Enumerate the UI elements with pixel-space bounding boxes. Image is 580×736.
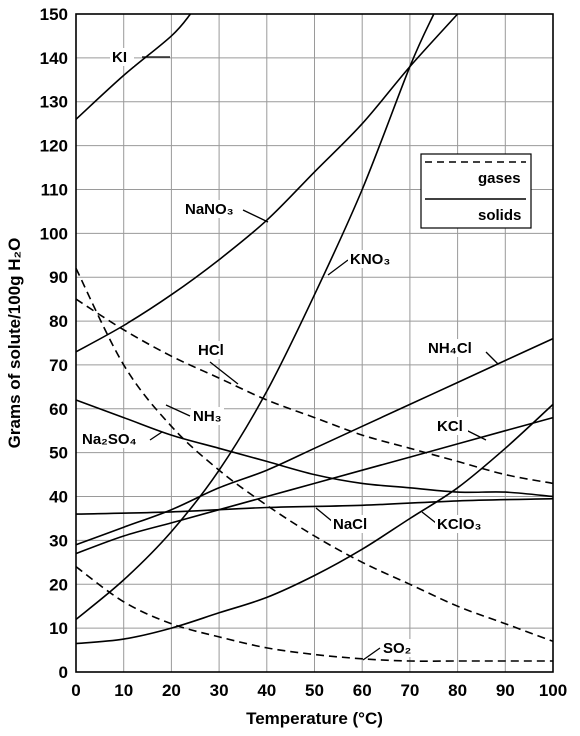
x-tick-label: 0 bbox=[71, 681, 80, 700]
series-line-kno bbox=[75, 13, 435, 621]
series-line-hcl bbox=[75, 298, 554, 485]
y-tick-label: 110 bbox=[41, 180, 68, 199]
label-backdrop-kcl bbox=[435, 417, 468, 435]
series-label-nhcl: NH₄Cl bbox=[428, 340, 472, 357]
label-backdrop-nano bbox=[183, 200, 234, 218]
series-line-so bbox=[75, 566, 553, 662]
legend-box bbox=[420, 153, 532, 229]
x-tick-label: 90 bbox=[496, 681, 515, 700]
series-label-so: SO₂ bbox=[383, 640, 411, 657]
tick-labels: 0 10 20 30 40 50 60 70 80 90 100 0 10 20 30 40 50 60 70 80 9… bbox=[40, 5, 568, 700]
label-backdrop-hcl bbox=[196, 341, 229, 359]
plot-frame bbox=[75, 13, 554, 673]
y-tick-label: 60 bbox=[49, 400, 68, 419]
y-tick-label: 20 bbox=[49, 575, 68, 594]
y-tick-label: 140 bbox=[40, 49, 68, 68]
x-tick-label: 40 bbox=[257, 681, 276, 700]
x-tick-label: 70 bbox=[400, 681, 419, 700]
x-tick-label: 80 bbox=[448, 681, 467, 700]
series-label-nano: NaNO₃ bbox=[185, 201, 234, 218]
legend-gases-label: gases bbox=[478, 170, 521, 187]
y-tick-label: 70 bbox=[49, 356, 68, 375]
label-backdrop-nh bbox=[191, 407, 224, 425]
label-backdrop-nacl bbox=[331, 515, 373, 533]
y-tick-label: 50 bbox=[49, 444, 68, 463]
y-tick-label: 30 bbox=[49, 531, 68, 550]
series-line-nacl bbox=[75, 497, 554, 515]
y-tick-label: 80 bbox=[49, 312, 68, 331]
x-tick-label: 10 bbox=[114, 681, 133, 700]
series-label-naso: Na₂SO₄ bbox=[82, 431, 137, 448]
series-line-nhcl bbox=[75, 337, 554, 546]
label-leader-nano bbox=[242, 209, 269, 223]
label-leader-hcl bbox=[209, 361, 239, 385]
label-backdrop-ki bbox=[110, 48, 134, 66]
y-tick-label: 40 bbox=[49, 488, 68, 507]
legend: gases solids bbox=[420, 153, 532, 229]
label-leader-nh bbox=[165, 404, 191, 417]
label-leader-kclo bbox=[421, 511, 437, 524]
series-label-nh: NH₃ bbox=[193, 408, 222, 425]
series-labels: KI NaNO₃ KNO₃ NH₄Cl KCl Na₂SO₄ NaCl KClO₃ HCl NH₃… bbox=[80, 48, 499, 661]
series-label-nacl: NaCl bbox=[333, 516, 367, 533]
label-leader-so bbox=[362, 647, 381, 661]
legend-solids-label: solids bbox=[478, 207, 521, 224]
y-tick-label: 0 bbox=[59, 663, 68, 682]
series-label-kclo: KClO₃ bbox=[437, 516, 482, 533]
label-leader-kno bbox=[327, 259, 349, 276]
series-line-naso bbox=[75, 399, 554, 498]
x-tick-label: 100 bbox=[539, 681, 567, 700]
label-backdrop-kno bbox=[348, 250, 390, 268]
x-tick-label: 20 bbox=[162, 681, 181, 700]
label-leader-naso bbox=[149, 431, 163, 441]
series-label-kno: KNO₃ bbox=[350, 251, 390, 268]
label-backdrop-kclo bbox=[435, 515, 486, 533]
y-tick-label: 10 bbox=[49, 619, 68, 638]
series-line-kclo bbox=[75, 403, 554, 645]
y-tick-label: 150 bbox=[40, 5, 68, 24]
x-tick-label: 60 bbox=[353, 681, 372, 700]
series-line-nh bbox=[75, 268, 554, 643]
label-leader-nhcl bbox=[485, 351, 499, 365]
y-tick-label: 130 bbox=[40, 93, 68, 112]
series-line-ki bbox=[75, 13, 192, 120]
label-backdrop-nhcl bbox=[426, 339, 477, 357]
y-tick-label: 90 bbox=[49, 268, 68, 287]
y-tick-label: 120 bbox=[40, 137, 68, 156]
y-tick-label: 100 bbox=[40, 224, 68, 243]
x-axis-title: Temperature (°C) bbox=[246, 709, 383, 728]
label-leader-nacl bbox=[315, 507, 334, 523]
series-line-nano bbox=[75, 13, 459, 353]
series-label-hcl: HCl bbox=[198, 342, 224, 359]
series-label-kcl: KCl bbox=[437, 418, 463, 435]
label-backdrop-naso bbox=[80, 430, 140, 448]
y-axis-title: Grams of solute/100g H₂O bbox=[5, 238, 24, 449]
series-line-kcl bbox=[75, 416, 554, 555]
label-backdrop-so bbox=[381, 639, 414, 657]
series-label-ki: KI bbox=[112, 49, 127, 66]
x-tick-label: 30 bbox=[210, 681, 229, 700]
x-tick-label: 50 bbox=[305, 681, 324, 700]
